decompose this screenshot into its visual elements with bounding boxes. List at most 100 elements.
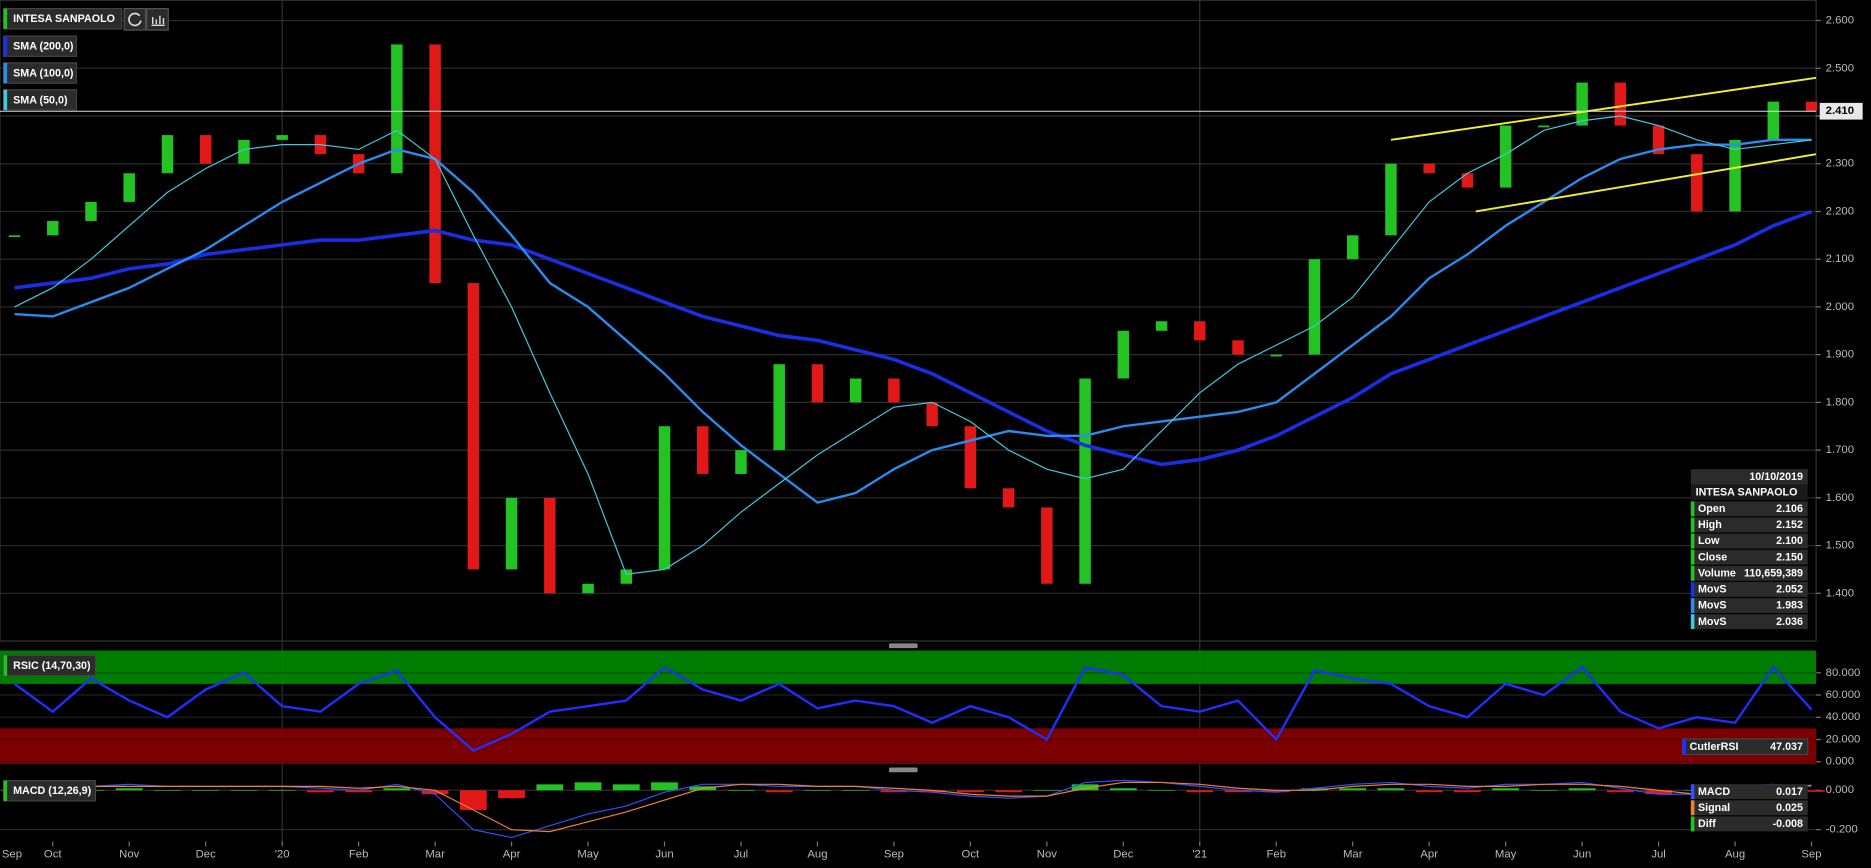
x-tick-label: '21 [1192, 849, 1207, 861]
legend-swatch [3, 655, 8, 676]
x-tick-label: Mar [425, 849, 445, 861]
candle [123, 173, 135, 202]
refresh-button[interactable] [123, 8, 147, 31]
x-tick-label: Oct [44, 849, 62, 861]
info-row [1690, 598, 1808, 613]
info-value: 1.983 [1776, 600, 1803, 612]
info-name-box [1690, 484, 1808, 501]
info-value: 2.150 [1776, 551, 1803, 563]
info-value: 2.052 [1776, 584, 1803, 596]
panel-resize-handle[interactable] [888, 643, 918, 649]
info-label: Low [1698, 535, 1720, 547]
x-tick-label: Aug [807, 849, 827, 861]
trendline [1475, 153, 1817, 213]
info-label: Open [1698, 503, 1725, 515]
x-tick-label: '20 [275, 849, 290, 861]
info-row-swatch [1690, 598, 1695, 613]
y-tick-label: -0.200 [1826, 824, 1858, 836]
x-tick-label: Nov [1037, 849, 1057, 861]
info-row-swatch [1690, 533, 1695, 549]
legend-label: SMA (200,0) [13, 41, 74, 53]
current-price-label: 2.410 [1826, 105, 1854, 117]
histogram-bar [651, 782, 678, 791]
candle [1461, 173, 1474, 188]
candle [85, 201, 97, 222]
histogram-bar [345, 790, 373, 793]
candle [1308, 259, 1321, 355]
readout-swatch [1690, 784, 1695, 800]
y-tick-label: 1.700 [1826, 444, 1854, 456]
histogram-bar [1606, 790, 1634, 793]
histogram-bar [1109, 788, 1137, 791]
candle [544, 497, 556, 594]
candle [1499, 125, 1512, 188]
info-value: 2.036 [1776, 616, 1803, 628]
histogram-bar [421, 790, 449, 795]
readout-row [1690, 784, 1808, 800]
readout-value: 0.017 [1776, 786, 1803, 798]
readout-value: -0.008 [1773, 818, 1803, 830]
histogram-bar [765, 790, 793, 793]
y-tick-label: 2.000 [1826, 301, 1854, 313]
histogram-bar [1454, 790, 1481, 793]
y-tick-label: 60.000 [1826, 689, 1861, 701]
histogram-bar [192, 790, 220, 791]
readout-label: Signal [1698, 802, 1730, 814]
info-row-swatch [1690, 549, 1695, 565]
histogram-bar [995, 790, 1022, 793]
legend-label: MACD (12,26,9) [13, 785, 91, 797]
histogram-bar [307, 790, 334, 793]
x-tick-label: Dec [1113, 849, 1133, 861]
info-row [1690, 533, 1808, 549]
candle [1194, 321, 1206, 341]
y-tick-label: 2.300 [1826, 158, 1854, 170]
candle [1270, 354, 1282, 357]
candle [199, 135, 212, 164]
candle [467, 283, 480, 570]
legend-label: SMA (50,0) [13, 94, 68, 106]
legend-label: INTESA SANPAOLO [13, 13, 115, 25]
readout-label: MACD [1698, 786, 1730, 798]
candle [849, 378, 862, 403]
info-label: High [1698, 519, 1722, 531]
y-tick-label: 20.000 [1826, 733, 1861, 745]
y-tick-label: 1.900 [1826, 349, 1854, 361]
x-tick-label: Jun [1573, 849, 1591, 861]
chart-type-button[interactable] [146, 8, 169, 31]
legend-swatch [3, 780, 8, 801]
x-tick-label: Dec [196, 849, 216, 861]
x-tick-label: May [577, 849, 599, 861]
macd-line [14, 779, 1812, 839]
x-tick-label: Jul [1651, 849, 1665, 861]
legend-swatch [3, 8, 8, 29]
info-label: MovS [1698, 600, 1727, 612]
readout-row [1690, 816, 1808, 832]
candle [811, 364, 824, 403]
info-row-swatch [1690, 614, 1695, 630]
x-tick-label: Jun [655, 849, 673, 861]
readout-swatch [1682, 738, 1687, 755]
y-tick-label: 1.400 [1826, 587, 1854, 599]
histogram-bar [842, 790, 870, 791]
candle [391, 44, 403, 174]
histogram-bar [498, 790, 525, 799]
histogram-bar [383, 788, 411, 791]
panel-resize-handle[interactable] [888, 767, 918, 773]
info-date: 10/10/2019 [1749, 471, 1803, 483]
candle [8, 235, 21, 238]
y-tick-label: 2.600 [1826, 15, 1854, 27]
histogram-bar [1262, 790, 1290, 793]
info-label: Close [1698, 551, 1727, 563]
info-row [1690, 565, 1808, 581]
histogram-bar [880, 790, 908, 793]
x-tick-label: Sep [2, 849, 22, 861]
histogram-bar [268, 790, 296, 791]
y-tick-label: 2.200 [1826, 205, 1854, 217]
x-tick-label: Apr [503, 849, 521, 861]
info-name: INTESA SANPAOLO [1696, 486, 1798, 498]
rsi-line [13, 665, 1813, 752]
candle [964, 426, 977, 489]
y-tick-label: 1.800 [1826, 396, 1854, 408]
candle [926, 402, 938, 427]
histogram-bar [115, 788, 143, 791]
